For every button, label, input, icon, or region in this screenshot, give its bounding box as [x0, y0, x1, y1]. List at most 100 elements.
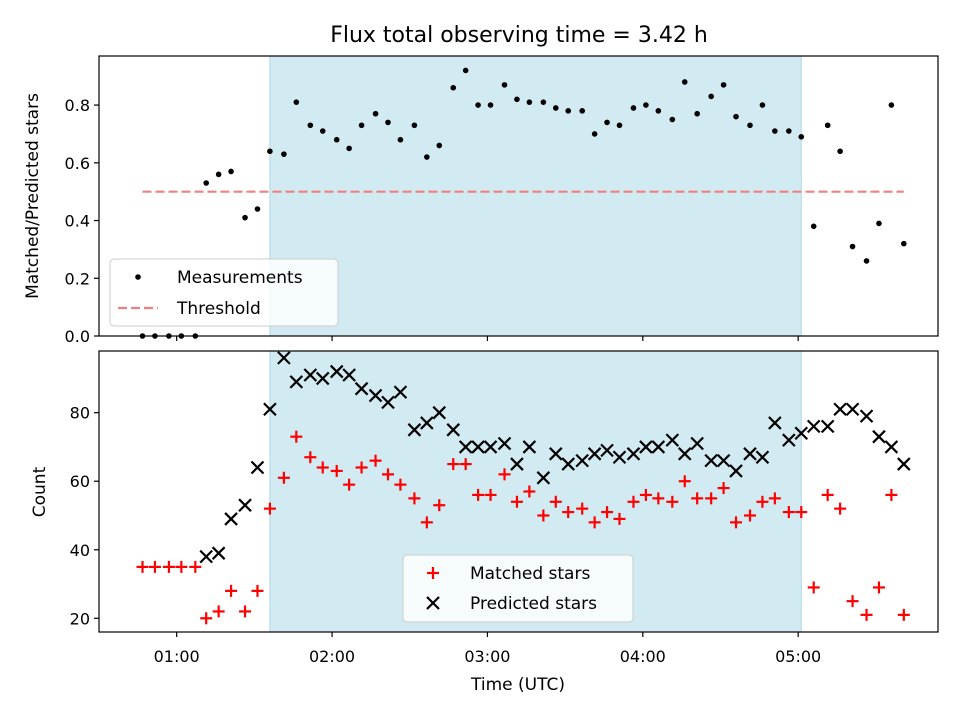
top-y-tick-label: 0.6: [65, 154, 90, 173]
measurement-point: [604, 119, 610, 126]
measurement-point: [759, 102, 766, 108]
predicted-star-point: [303, 368, 318, 382]
matched-star-point: [472, 488, 485, 501]
measurement-point: [501, 82, 508, 88]
measurement-point: [591, 131, 598, 137]
top-y-tick-label: 0.2: [65, 269, 90, 288]
predicted-star-point: [743, 447, 757, 461]
predicted-star-point: [446, 423, 461, 437]
predicted-star-point: [897, 457, 911, 471]
predicted-star-point: [575, 453, 589, 468]
x-tick-label: 03:00: [464, 647, 510, 666]
measurement-point: [411, 122, 418, 129]
threshold-legend-label: Threshold: [176, 299, 261, 319]
predicted-star-point: [884, 440, 899, 454]
measurement-point: [837, 148, 843, 155]
top-x-ticks: [176, 336, 799, 341]
matched-star-point: [251, 584, 264, 597]
measurements-legend-marker: [135, 274, 141, 280]
measurement-point: [307, 122, 314, 129]
measurement-point: [786, 128, 792, 134]
predicted-star-point: [510, 457, 524, 471]
predicted-star-point: [315, 371, 330, 386]
bottom-y-tick-label: 20: [70, 609, 90, 628]
matched-star-point: [549, 495, 562, 508]
matched-star-point: [459, 458, 472, 471]
measurement-point: [888, 102, 895, 108]
top-observing-span: [269, 55, 802, 337]
measurement-point: [267, 148, 273, 155]
matched-star-point: [846, 595, 859, 608]
measurement-point: [215, 171, 222, 178]
predicted-star-point: [729, 464, 743, 478]
x-tick-label: 02:00: [309, 647, 355, 666]
bottom-y-tick-label: 40: [70, 541, 90, 560]
bottom-panel: 20 40 60 80 01:00 02:00 03:00 04:00 05:00 Count…: [30, 350, 939, 695]
matched-star-point: [872, 581, 885, 594]
matched-star-point: [355, 461, 368, 474]
matched-star-point: [304, 451, 317, 464]
matched-star-point: [821, 488, 834, 501]
matched-star-point: [576, 502, 589, 515]
predicted-star-point: [782, 433, 796, 447]
predicted-star-point: [238, 498, 252, 512]
predicted-star-point: [665, 433, 680, 447]
predicted-star-point: [277, 351, 291, 365]
measurements-legend-label: Measurements: [177, 268, 303, 288]
predicted-star-point: [872, 429, 886, 444]
predicted-star-point: [794, 426, 809, 441]
measurement-point: [655, 108, 662, 114]
measurement-point: [228, 168, 234, 175]
matched-star-point: [189, 560, 202, 573]
measurement-point: [424, 154, 430, 160]
predicted-star-point: [458, 440, 473, 454]
matched-star-point: [420, 516, 433, 529]
measurement-point: [254, 206, 261, 212]
matched-star-point: [316, 461, 329, 474]
matched-star-point: [730, 516, 743, 529]
predicted-star-point: [768, 416, 782, 430]
matched-star-point: [897, 608, 910, 621]
predicted-star-point: [651, 440, 666, 454]
predicted-star-point: [549, 447, 563, 461]
measurement-point: [319, 128, 326, 134]
predicted-star-point: [354, 381, 369, 396]
matched-star-point: [588, 516, 601, 529]
matched-star-point: [613, 512, 626, 525]
top-span-rect: [269, 55, 802, 337]
matched-star-point: [175, 560, 188, 573]
measurement-point: [281, 151, 287, 157]
top-panel: 0.00.20.40.60.8 Matched/Predicted stars …: [23, 55, 939, 346]
matched-star-point: [394, 478, 407, 491]
predicted-star-point: [381, 395, 395, 410]
top-y-tick-label: 0.4: [65, 212, 90, 231]
measurement-point: [397, 136, 404, 143]
matched-star-point: [381, 468, 394, 481]
matched-star-point: [678, 475, 691, 488]
matched-legend-label: Matched stars: [470, 564, 590, 584]
bottom-y-axis-label: Count: [30, 466, 50, 517]
predicted-star-point: [612, 450, 627, 465]
measurement-point: [669, 116, 676, 123]
predicted-star-point: [483, 440, 498, 454]
measurement-point: [708, 93, 714, 100]
measurement-point: [242, 214, 248, 221]
top-axes-frame: [98, 55, 939, 337]
predicted-star-point: [342, 368, 356, 382]
matched-star-point: [717, 482, 730, 495]
predicted-star-point: [600, 443, 614, 458]
matched-star-point: [523, 485, 536, 498]
top-legend-box: [109, 258, 339, 327]
x-tick-label: 05:00: [775, 647, 821, 666]
predicted-star-point: [199, 549, 213, 564]
measurement-point: [681, 79, 688, 85]
measurement-point: [772, 128, 778, 134]
matched-star-point: [148, 560, 161, 573]
matched-star-point: [756, 495, 769, 508]
matched-star-point: [691, 492, 704, 505]
predicted-star-point: [755, 450, 770, 465]
predicted-star-point: [639, 440, 653, 454]
matched-star-point: [705, 492, 718, 505]
measurement-point: [333, 136, 340, 143]
